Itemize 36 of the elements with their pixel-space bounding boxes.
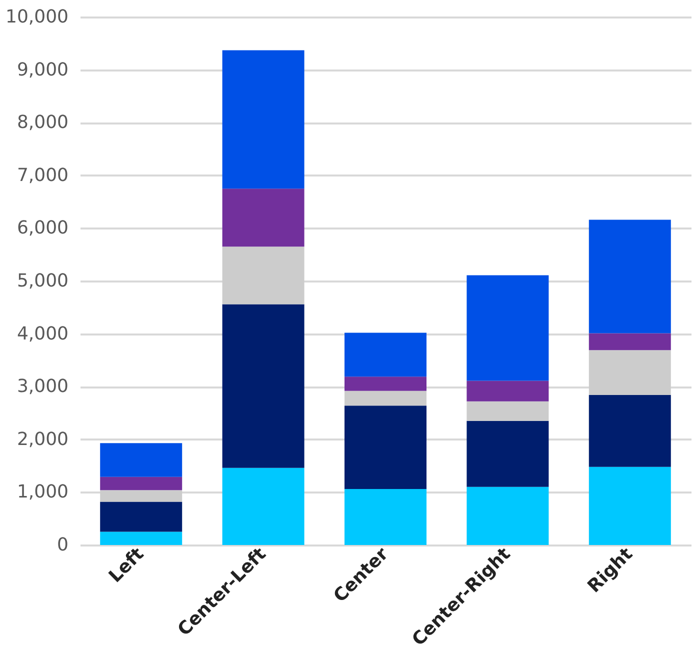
bar <box>344 489 426 545</box>
bar <box>344 376 426 391</box>
y-tick-label: 5,000 <box>16 270 68 292</box>
bar <box>588 220 671 334</box>
bar <box>466 401 549 421</box>
bar <box>222 50 304 189</box>
bar <box>100 490 182 502</box>
bar <box>222 188 304 247</box>
bar <box>588 333 671 350</box>
bar <box>100 502 182 532</box>
bar <box>466 380 549 402</box>
bar <box>466 420 549 487</box>
y-tick-label: 2,000 <box>16 428 68 450</box>
bar <box>222 468 304 545</box>
bar <box>466 486 549 545</box>
bar <box>100 476 182 490</box>
y-tick-label: 10,000 <box>6 6 68 28</box>
bar <box>588 350 671 396</box>
bar <box>344 332 426 377</box>
bar <box>344 406 426 490</box>
bar <box>588 395 671 467</box>
y-tick-label: 6,000 <box>16 218 68 239</box>
bar <box>222 246 304 304</box>
bar <box>222 304 304 468</box>
bar <box>466 275 549 381</box>
bar <box>100 532 182 545</box>
y-tick-label: 1,000 <box>16 482 68 503</box>
bar <box>100 443 182 477</box>
y-tick-label: 4,000 <box>16 323 68 344</box>
bar <box>344 390 426 406</box>
y-tick-label: 8,000 <box>16 112 68 134</box>
bar <box>588 466 671 545</box>
y-tick-label: 9,000 <box>16 59 68 80</box>
y-tick-label: 3,000 <box>16 376 68 398</box>
y-tick-label: 7,000 <box>16 164 68 186</box>
y-tick-label: 0 <box>57 534 68 556</box>
